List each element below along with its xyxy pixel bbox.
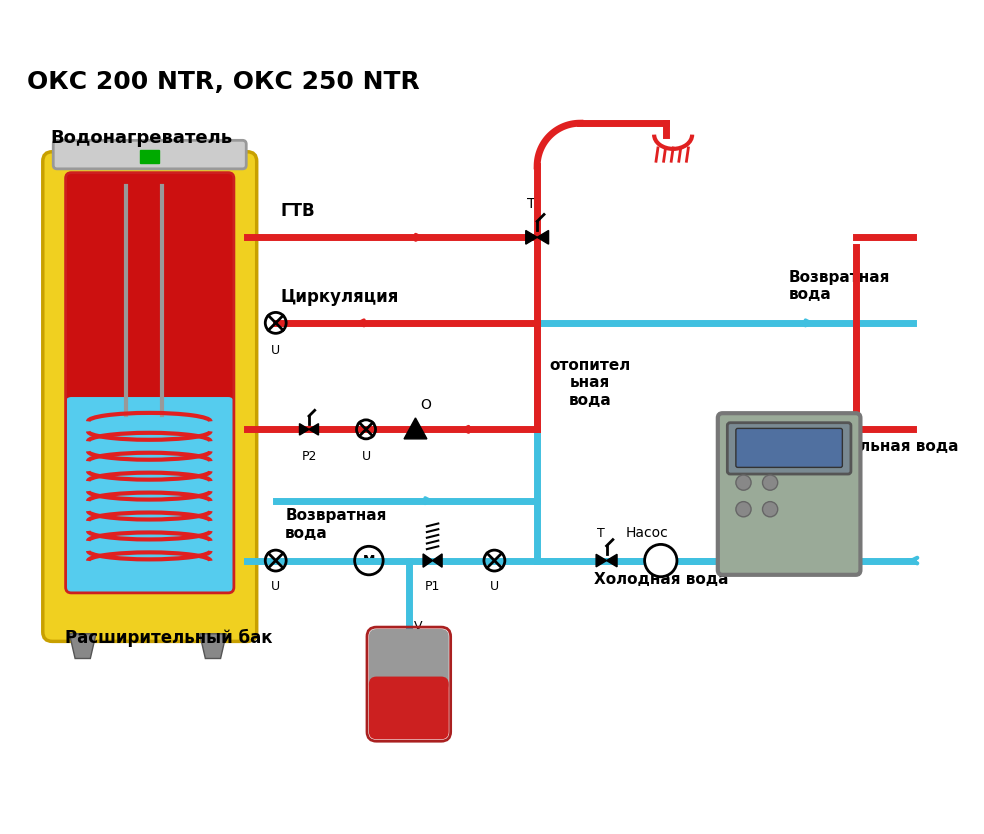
Polygon shape: [525, 230, 537, 244]
Text: отопительная вода: отопительная вода: [789, 439, 958, 454]
Text: Возвратная
вода: Возвратная вода: [789, 269, 891, 302]
FancyBboxPatch shape: [66, 397, 234, 593]
FancyBboxPatch shape: [727, 423, 851, 474]
Polygon shape: [537, 230, 549, 244]
Text: Возвратная
вода: Возвратная вода: [285, 508, 387, 540]
Circle shape: [763, 475, 777, 490]
FancyBboxPatch shape: [369, 629, 449, 691]
Polygon shape: [404, 418, 427, 439]
Circle shape: [645, 545, 677, 577]
Circle shape: [736, 475, 751, 490]
Text: U: U: [490, 580, 499, 593]
Text: Водонагреватель: Водонагреватель: [50, 129, 232, 147]
Polygon shape: [70, 634, 96, 659]
Text: V: V: [413, 620, 422, 632]
FancyBboxPatch shape: [717, 413, 860, 575]
Text: P1: P1: [425, 580, 440, 593]
FancyBboxPatch shape: [42, 152, 257, 641]
Text: U: U: [361, 450, 371, 463]
Polygon shape: [423, 554, 433, 567]
Text: U: U: [272, 580, 280, 593]
Polygon shape: [200, 634, 226, 659]
Text: Циркуляция: Циркуляция: [280, 288, 399, 306]
Polygon shape: [596, 555, 606, 567]
Text: P2: P2: [301, 450, 317, 463]
FancyBboxPatch shape: [736, 429, 842, 467]
Circle shape: [763, 501, 777, 517]
Text: O: O: [420, 399, 431, 412]
FancyBboxPatch shape: [66, 173, 234, 430]
FancyBboxPatch shape: [369, 676, 449, 739]
Polygon shape: [606, 555, 617, 567]
Circle shape: [736, 501, 751, 517]
Text: Насос: Насос: [626, 525, 668, 540]
Polygon shape: [299, 424, 309, 435]
FancyBboxPatch shape: [53, 140, 246, 168]
Text: M: M: [363, 554, 375, 567]
Text: ОКС 200 NTR, ОКС 250 NTR: ОКС 200 NTR, ОКС 250 NTR: [27, 70, 419, 94]
Text: U: U: [272, 344, 280, 357]
Text: T: T: [597, 526, 605, 540]
FancyBboxPatch shape: [66, 399, 234, 449]
Bar: [140, 150, 158, 163]
Text: отопител
ьная
вода: отопител ьная вода: [549, 358, 631, 408]
Text: ГТВ: ГТВ: [280, 202, 315, 220]
Text: Котел: Котел: [758, 540, 821, 559]
Text: Расширительный бак: Расширительный бак: [65, 629, 273, 647]
Text: T: T: [527, 197, 535, 211]
Polygon shape: [309, 424, 319, 435]
Text: Холодная вода: Холодная вода: [594, 572, 729, 587]
Polygon shape: [433, 554, 442, 567]
